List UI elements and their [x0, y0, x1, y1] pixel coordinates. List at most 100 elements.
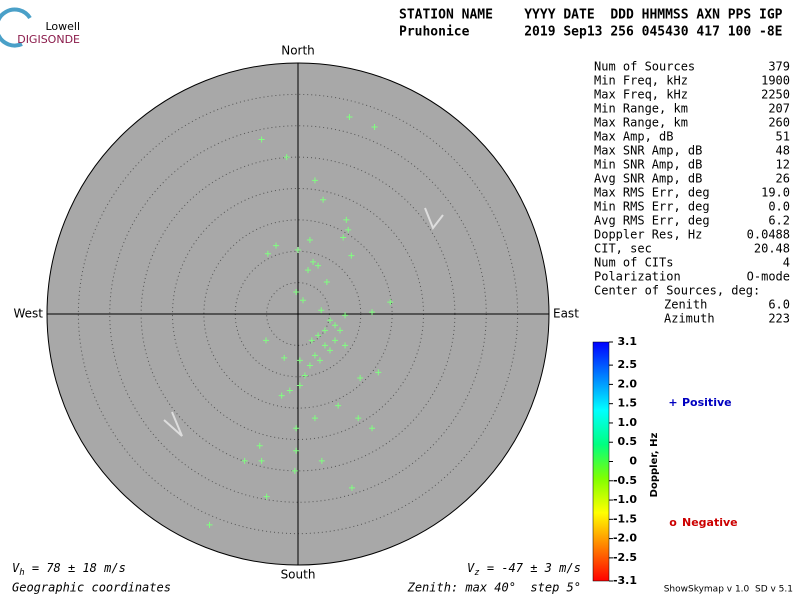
stat-value: 0.0488: [747, 228, 790, 242]
stat-value: 260: [768, 116, 790, 130]
logo-arc: [0, 7, 32, 48]
velocity-symbol: V: [467, 561, 475, 575]
source-point: [206, 521, 213, 528]
source-point: [308, 337, 315, 344]
source-point: [321, 342, 328, 349]
stat-label: Polarization: [594, 270, 681, 284]
stat-label: Doppler Res, Hz: [594, 228, 702, 242]
source-point: [300, 297, 307, 304]
colorbar-tick-label: 0.5: [618, 435, 638, 448]
source-point: [387, 299, 394, 306]
stat-value: 6.0: [768, 298, 790, 312]
source-point: [332, 337, 339, 344]
stat-label: CIT, sec: [594, 242, 652, 256]
zenith-note: Zenith: max 40° step 5°: [407, 581, 581, 595]
stat-value: 19.0: [761, 186, 790, 200]
stat-value: 26: [776, 172, 790, 186]
stat-value: 20.48: [754, 242, 790, 256]
source-point: [342, 312, 349, 319]
source-point: [340, 234, 347, 241]
stat-label: Max Freq, kHz: [594, 88, 688, 102]
wind-marker: [424, 207, 444, 231]
colorbar-tick-label: -2.0: [613, 532, 637, 545]
source-point: [311, 415, 318, 422]
source-point: [306, 236, 313, 243]
source-point: [293, 447, 300, 454]
velocity-symbol: V: [12, 561, 20, 575]
direction-label: West: [13, 307, 43, 321]
source-point: [332, 322, 339, 329]
source-point: [346, 113, 353, 120]
stat-value: 0.0: [768, 200, 790, 214]
source-point: [258, 457, 265, 464]
source-point: [296, 357, 303, 364]
coords-note: Geographic coordinates: [12, 581, 171, 595]
stat-label: Min Range, km: [594, 102, 688, 116]
legend-label: Positive: [682, 396, 732, 409]
source-point: [318, 457, 325, 464]
source-point: [315, 262, 322, 269]
direction-label: East: [553, 307, 579, 321]
stat-value: 48: [776, 144, 790, 158]
stat-label: Azimuth: [664, 312, 715, 326]
source-point: [355, 415, 362, 422]
source-point: [321, 327, 328, 334]
source-point: [369, 425, 376, 432]
stat-value: 2250: [761, 88, 790, 102]
colorbar-tick-label: -3.1: [613, 574, 637, 587]
source-point: [258, 136, 265, 143]
velocity: Vh = 78 ± 18 m/s: [12, 561, 126, 578]
velocity-text: = -47 ± 3 m/s: [480, 561, 581, 575]
source-point: [263, 493, 270, 500]
source-point: [256, 442, 263, 449]
stat-value: 207: [768, 102, 790, 116]
stat-label: Num of CITs: [594, 256, 673, 270]
velocity-sub: z: [474, 568, 479, 578]
source-point: [241, 457, 248, 464]
stat-value: 12: [776, 158, 790, 172]
stat-label: Avg RMS Err, deg: [594, 214, 710, 228]
source-point: [306, 362, 313, 369]
legend-symbol: o: [669, 516, 677, 529]
colorbar-tick-label: -1.5: [613, 512, 637, 525]
source-point: [291, 467, 298, 474]
stat-value: 4: [783, 256, 790, 270]
colorbar-tick-label: -0.5: [613, 474, 637, 487]
skymap-plot: North South West East: [13, 44, 579, 582]
source-point: [343, 216, 350, 223]
stat-label: Zenith: [664, 298, 707, 312]
source-point: [342, 342, 349, 349]
source-point: [283, 154, 290, 161]
source-point: [295, 246, 301, 253]
stat-value: O-mode: [747, 270, 790, 284]
source-point: [296, 382, 303, 389]
colorbar-tick-label: 0: [629, 455, 637, 468]
logo-bottom: DIGISONDE: [17, 33, 80, 46]
source-point: [315, 332, 322, 339]
stat-value: 51: [776, 130, 790, 144]
colorbar-gradient: [592, 341, 610, 582]
source-point: [320, 196, 327, 203]
stat-label: Min Freq, kHz: [594, 74, 688, 88]
source-point: [327, 347, 334, 354]
source-point: [345, 226, 352, 233]
source-point: [369, 309, 376, 316]
source-point: [262, 337, 269, 344]
footer: Vh = 78 ± 18 m/s Vz = -47 ± 3 m/sGeograph…: [12, 561, 793, 595]
source-point: [310, 258, 317, 265]
direction-label: South: [281, 568, 316, 582]
source-point: [357, 375, 364, 382]
stat-value: 223: [768, 312, 790, 326]
source-point: [311, 352, 318, 359]
logo: Lowell DIGISONDE: [0, 7, 80, 48]
colorbar-label: Doppler, Hz: [649, 433, 660, 498]
colorbar-tick-label: 1.5: [618, 397, 638, 410]
colorbar-tick-label: -1.0: [613, 493, 637, 506]
source-point: [264, 250, 271, 257]
version-note: ShowSkymap v 1.0 SD v 5.1: [664, 585, 793, 595]
stat-value: 6.2: [768, 214, 790, 228]
velocity-sub: h: [19, 568, 24, 578]
source-point: [273, 242, 280, 249]
